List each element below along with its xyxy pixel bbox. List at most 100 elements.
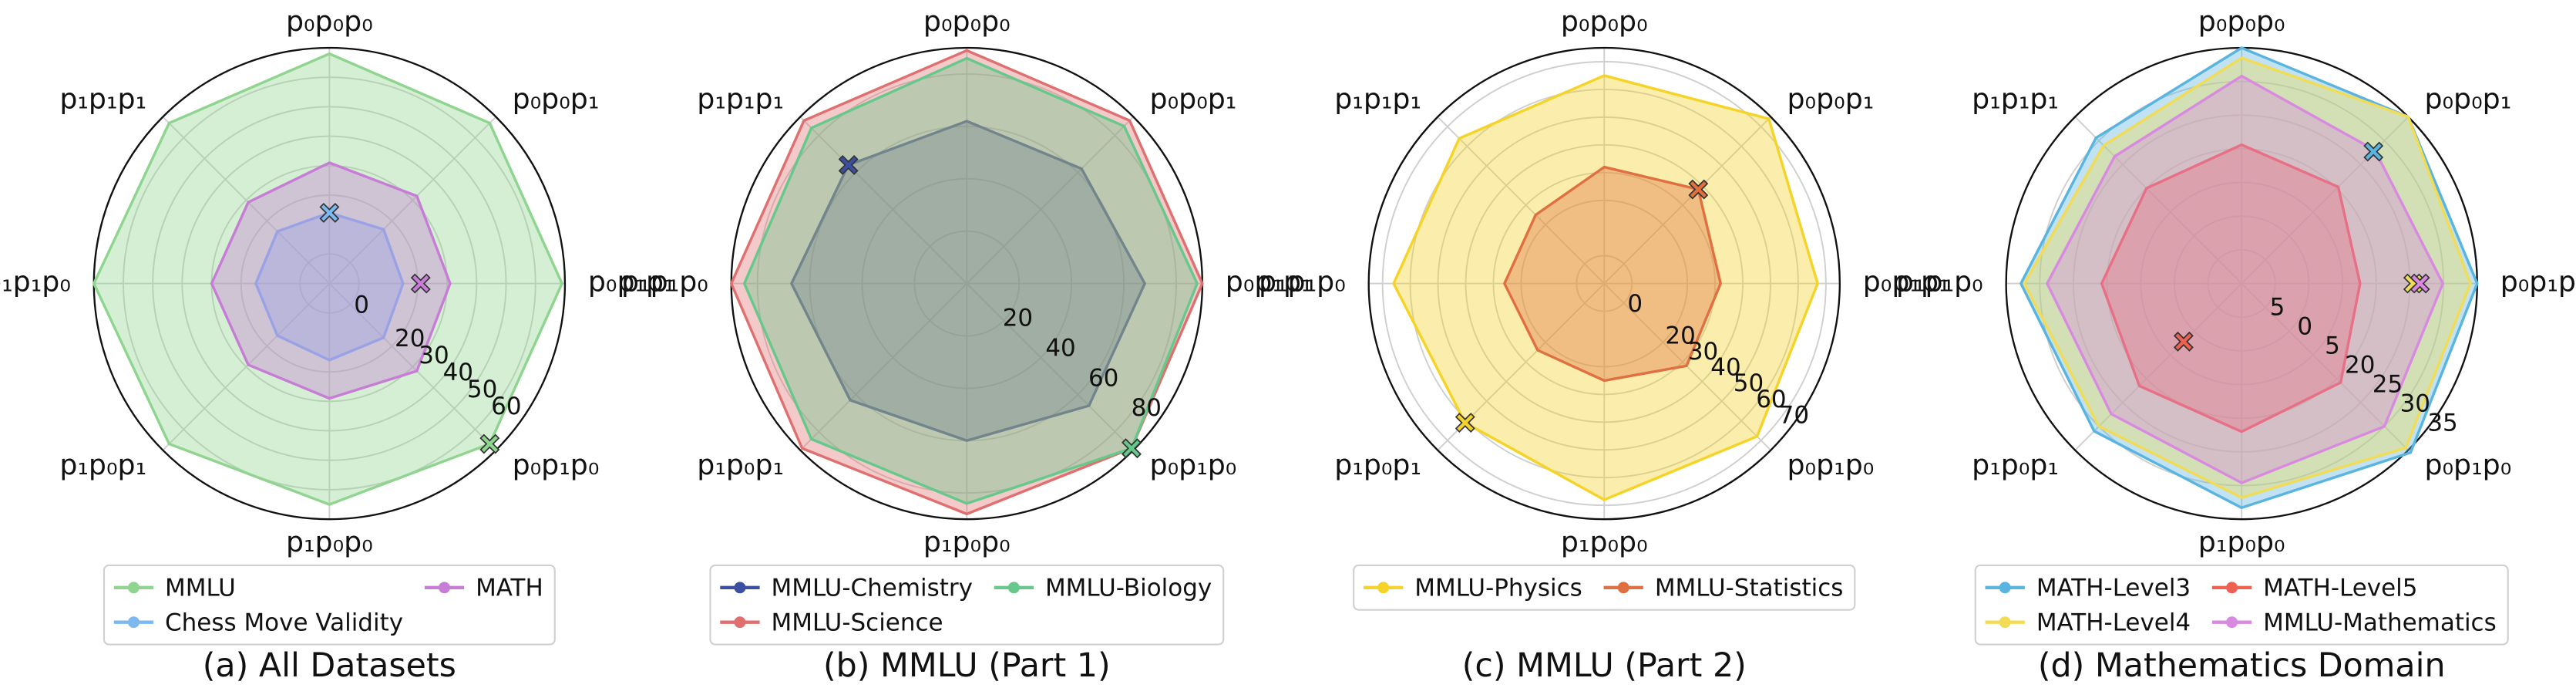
legend-label: MMLU-Chemistry [772,574,973,602]
r-tick-label: 0 [2297,313,2312,341]
legend-dot [2226,616,2238,629]
legend-label: MMLU-Statistics [1655,574,1844,602]
r-tick-label: 25 [2373,371,2403,399]
legend-dot [438,582,450,594]
x-marker [838,154,859,175]
legend-label: MMLU-Biology [1045,574,1212,602]
r-tick-label: 20 [1003,304,1033,332]
category-label: p₀p₀p₀ [286,5,373,38]
category-label: p₁p₁p₁ [697,82,784,115]
legend-label: MMLU [165,574,236,602]
category-label: p₁p₁p₀ [621,265,708,298]
category-label: p₀p₀p₁ [1150,82,1237,115]
r-tick-label: 20 [2345,352,2375,379]
r-tick-label: 30 [419,342,449,369]
category-label: p₁p₀p₁ [59,448,146,481]
spoke [966,116,1135,285]
category-label: p₁p₀p₀ [1561,525,1648,558]
category-label: p₀p₁p₀ [513,448,600,481]
category-label: p₀p₁p₁ [1863,265,1950,298]
r-tick-label: 70 [1779,401,1809,429]
r-tick-label: 5 [2325,332,2340,360]
outer-circle [1367,46,1841,521]
legend-dot [127,582,140,594]
x-marker [479,433,500,454]
legend-box [709,564,1225,646]
legend-dot [1007,582,1020,594]
category-label: p₀p₀p₀ [923,5,1011,38]
category-label: p₀p₁p₀ [1787,448,1874,481]
spoke [799,282,967,451]
r-tick-label: 60 [491,393,521,420]
legend-label: MMLU-Mathematics [2263,609,2497,636]
radar-area [2019,46,2479,510]
category-label: p₁p₁p₁ [1334,82,1421,115]
category-label: p₁p₀p₀ [286,525,373,558]
spoke [328,116,497,285]
spoke [328,282,497,451]
legend-box [1974,564,2509,646]
radar-area [1503,165,1722,383]
r-tick-label: 35 [2427,410,2457,437]
radar-area [743,56,1199,505]
r-tick-label: 0 [354,291,369,319]
legend-label: MATH-Level5 [2263,574,2417,602]
radar-area [2100,143,2362,433]
legend-dot [1377,582,1390,594]
legend-dot [734,616,746,629]
category-label: p₁p₁p₀ [1259,265,1346,298]
x-marker [410,273,431,294]
spoke [1437,116,1605,285]
category-label: p₀p₁p₀ [1150,448,1237,481]
category-label: p₀p₁p₁ [2500,265,2576,298]
r-tick-label: 60 [1088,364,1118,392]
category-label: p₁p₀p₀ [2198,525,2285,558]
x-marker [2410,273,2430,294]
radar-area [2023,56,2472,499]
category-label: p₀p₁p₁ [588,265,675,298]
caption: (c) MMLU (Part 2) [1462,646,1747,685]
r-tick-label: 40 [1045,334,1075,362]
radar-area [254,211,405,362]
category-label: p₁p₀p₀ [923,525,1011,558]
radar-area [790,120,1146,442]
legend-dot [1999,582,2011,594]
category-label: p₁p₁p₁ [1972,82,2059,115]
r-tick-label: 5 [2270,293,2285,321]
caption: (a) All Datasets [203,646,456,685]
radar-area [2046,74,2444,484]
category-label: p₀p₀p₁ [513,82,600,115]
category-label: p₀p₁p₁ [1226,265,1313,298]
caption: (d) Mathematics Domain [2038,646,2446,685]
legend-dot [1999,616,2011,629]
legend-dot [1617,582,1629,594]
r-tick-label: 30 [2400,390,2430,418]
r-tick-label: 80 [1132,394,1162,422]
spoke [162,116,331,285]
category-label: p₁p₁p₀ [0,265,71,298]
r-tick-label: 20 [1665,322,1695,349]
legend-label: MATH-Level4 [2036,609,2191,636]
x-marker [2173,331,2194,352]
r-tick-label: 40 [443,359,473,386]
category-label: p₀p₁p₀ [2424,448,2511,481]
category-label: p₁p₁p₁ [59,82,146,115]
category-label: p₁p₀p₁ [1334,448,1421,481]
r-tick-label: 0 [1627,290,1643,318]
legend-dot [2226,582,2238,594]
x-marker [2363,141,2384,162]
category-label: p₀p₀p₁ [1787,82,1874,115]
category-label: p₁p₁p₀ [1896,265,1983,298]
x-marker [1122,438,1142,459]
category-label: p₁p₀p₁ [697,448,784,481]
legend-label: Chess Move Validity [165,609,403,636]
r-tick-label: 60 [1756,386,1786,413]
x-marker [319,202,340,223]
caption: (b) MMLU (Part 1) [823,646,1111,685]
category-label: p₀p₀p₀ [1561,5,1648,38]
legend-label: MMLU-Science [772,609,943,636]
legend-label: MATH-Level3 [2036,574,2191,602]
spoke [799,116,967,285]
